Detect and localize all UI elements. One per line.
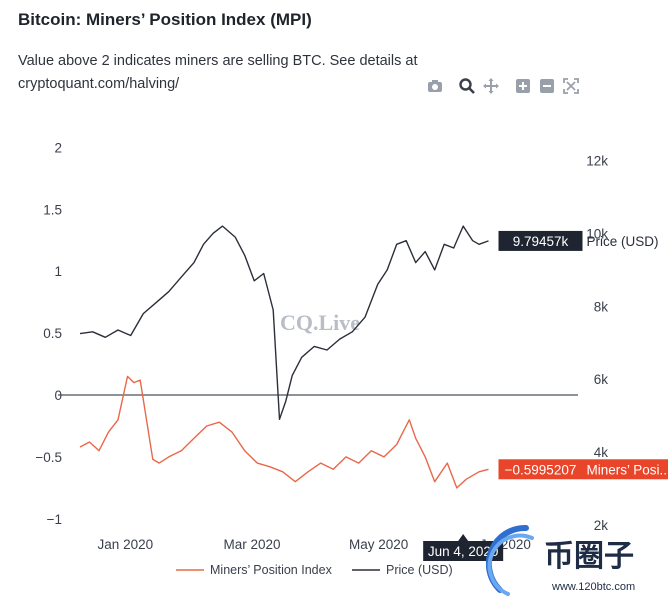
left-axis-tick-label: 0: [54, 388, 62, 403]
watermark-url: www.120btc.com: [551, 581, 635, 593]
price-value-label: 9.79457k: [513, 234, 569, 249]
camera-icon[interactable]: [426, 77, 444, 95]
mpi-name-badge: [582, 459, 668, 480]
right-axis-tick-label: 10k: [586, 226, 608, 241]
modebar: [426, 77, 586, 95]
legend-mpi-label[interactable]: Miners’ Position Index: [210, 563, 333, 577]
x-axis-tick-label: Jan 2020: [98, 537, 154, 552]
left-axis-tick-label: 0.5: [43, 326, 62, 341]
x-axis-tick-label: May 2020: [349, 537, 408, 552]
left-axis-tick-label: 1: [54, 264, 62, 279]
left-axis-tick-label: 2: [54, 140, 62, 155]
zoom-out-icon[interactable]: [538, 77, 556, 95]
mpi-series-line: [79, 375, 489, 489]
chart-subtitle: Value above 2 indicates miners are selli…: [18, 53, 418, 92]
watermark-logo-text: 币圈子: [544, 540, 634, 573]
mpi-value-badge: [498, 459, 583, 480]
right-axis-tick-label: 4k: [594, 445, 609, 460]
x-axis-tick-label: Mar 2020: [223, 537, 280, 552]
watermark-logo-icon: [486, 524, 534, 596]
right-axis-tick-label: 6k: [594, 372, 609, 387]
zoom-in-icon[interactable]: [514, 77, 532, 95]
hover-date-label: Jun 4, 2020: [428, 544, 499, 559]
right-axis-tick-label: 8k: [594, 299, 609, 314]
hover-pointer: [458, 534, 469, 541]
price-end-label: Price (USD): [587, 234, 659, 249]
zoom-icon[interactable]: [458, 77, 476, 95]
left-axis-tick-label: 1.5: [43, 202, 62, 217]
chart-watermark: CQ.Live: [280, 310, 360, 335]
hover-date-badge: [423, 541, 504, 561]
price-value-badge: [498, 230, 583, 251]
legend-price-label[interactable]: Price (USD): [386, 563, 453, 577]
autoscale-icon[interactable]: [562, 77, 580, 95]
pan-icon[interactable]: [482, 77, 500, 95]
mpi-end-label: Miners’ Posi...: [587, 462, 668, 477]
left-axis-tick-label: −0.5: [35, 450, 62, 465]
left-axis-tick-label: −1: [47, 512, 62, 527]
mpi-value-label: −0.5995207: [505, 462, 577, 477]
legend: Miners’ Position Index Price (USD): [176, 563, 453, 577]
right-axis-tick-label: 2k: [594, 518, 609, 533]
price-series-line: [79, 225, 489, 420]
site-watermark: 币圈子 www.120btc.com: [486, 524, 635, 596]
right-axis-tick-label: 12k: [586, 154, 608, 169]
chart-title: Bitcoin: Miners’ Position Index (MPI): [18, 10, 312, 29]
